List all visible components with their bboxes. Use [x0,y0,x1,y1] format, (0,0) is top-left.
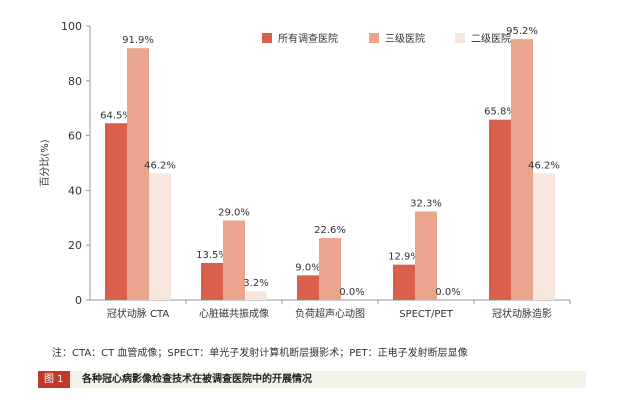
bar-value-label: 12.9% [388,252,420,263]
bar [533,173,555,300]
bar-value-label: 65.8% [484,107,516,118]
bar-value-label: 9.0% [295,262,320,273]
bar [415,211,437,300]
bar [201,263,223,300]
bar-value-label: 29.0% [218,208,250,219]
bar-value-label: 13.5% [196,250,228,261]
y-tick-label: 80 [68,75,82,88]
legend-swatch [262,33,272,43]
legend-label: 三级医院 [385,32,425,45]
figure-tag: 图 1 [38,371,70,388]
bar-value-label: 46.2% [144,160,176,171]
bar [489,119,511,300]
bar-value-label: 32.3% [410,198,442,209]
x-tick-label: 负荷超声心动图 [295,307,365,320]
figure-title: 各种冠心病影像检查技术在被调查医院中的开展情况 [82,374,312,385]
y-tick-label: 100 [61,20,82,33]
bar-value-label: 0.0% [435,287,460,298]
bar-value-label: 0.0% [339,287,364,298]
bar [511,39,533,300]
bar-value-label: 22.6% [314,225,346,236]
bar-chart: 0 20 40 60 80 100 百分比(%) 64.5% 91.9% 46.2% 冠状动脉 CT… [39,20,571,320]
bar [297,275,319,300]
bar [223,220,245,300]
legend-label: 所有调查医院 [278,32,338,45]
bar [105,123,127,301]
x-tick-label: 心脏磁共振成像 [199,307,269,320]
y-axis-label: 百分比(%) [39,139,51,186]
y-tick-label: 60 [68,130,82,143]
bar [127,48,149,300]
bar [319,238,341,300]
figure-caption: 图 1 各种冠心病影像检查技术在被调查医院中的开展情况 [38,371,586,388]
bar-value-label: 95.2% [506,26,538,37]
y-tick-label: 40 [68,184,82,197]
y-tick-label: 20 [68,239,82,252]
bar [245,291,267,300]
y-tick-label: 0 [75,294,82,307]
footnote: 注：CTA：CT 血管成像；SPECT：单光子发射计算机断层摄影术；PET：正电… [52,348,468,359]
legend-label: 二级医院 [471,32,511,45]
x-tick-label: 冠状动脉造影 [492,307,552,320]
bar [393,264,415,300]
bar-value-label: 91.9% [122,35,154,46]
legend-swatch [369,33,379,43]
bar [149,173,171,300]
x-tick-label: SPECT/PET [399,309,454,320]
x-tick-label: 冠状动脉 CTA [107,307,169,320]
bar-value-label: 46.2% [528,160,560,171]
bar-value-label: 3.2% [243,278,268,289]
legend-swatch [455,33,465,43]
bar-value-label: 64.5% [100,110,132,121]
